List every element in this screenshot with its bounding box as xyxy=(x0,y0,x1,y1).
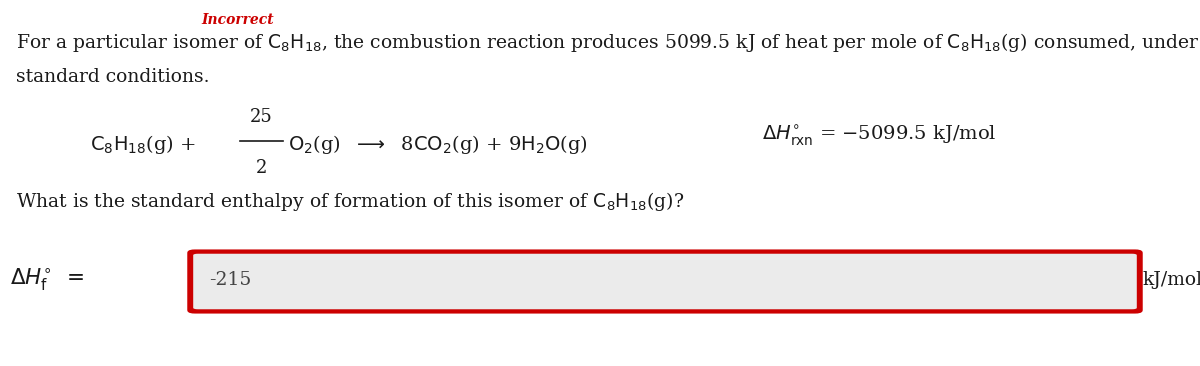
FancyBboxPatch shape xyxy=(190,251,1141,312)
Text: 25: 25 xyxy=(251,108,272,126)
Text: For a particular isomer of $\mathrm{C_8H_{18}}$, the combustion reaction produce: For a particular isomer of $\mathrm{C_8H… xyxy=(16,31,1199,54)
Text: kJ/mol: kJ/mol xyxy=(1142,271,1200,289)
Text: standard conditions.: standard conditions. xyxy=(16,68,209,86)
FancyBboxPatch shape xyxy=(193,254,1136,309)
Text: Incorrect: Incorrect xyxy=(202,13,274,27)
Text: $\Delta H^{\circ}_{\mathrm{f}}$  =: $\Delta H^{\circ}_{\mathrm{f}}$ = xyxy=(10,267,84,293)
Text: What is the standard enthalpy of formation of this isomer of $\mathrm{C_8H_{18}}: What is the standard enthalpy of formati… xyxy=(16,190,684,213)
Text: 2: 2 xyxy=(256,159,268,178)
Text: -215: -215 xyxy=(210,271,252,289)
Text: $\Delta H^{\circ}_{\mathrm{rxn}}$ = −5099.5 kJ/mol: $\Delta H^{\circ}_{\mathrm{rxn}}$ = −509… xyxy=(762,123,996,148)
Text: $\mathrm{O_2}$(g)  $\longrightarrow$  8$\mathrm{CO_2}$(g) + 9$\mathrm{H_2O}$(g): $\mathrm{O_2}$(g) $\longrightarrow$ 8$\m… xyxy=(288,133,588,156)
Text: $\mathrm{C_8H_{18}}$(g) +: $\mathrm{C_8H_{18}}$(g) + xyxy=(90,133,198,156)
